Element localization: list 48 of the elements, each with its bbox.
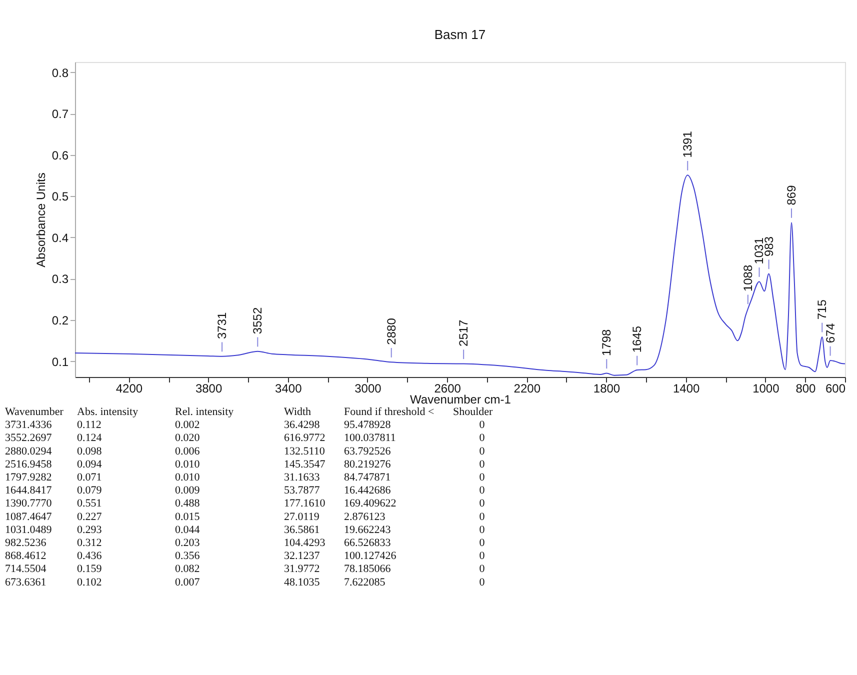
- y-tick-label: 0.8: [52, 66, 69, 80]
- text: 714.5504 0.159 0.082 31.9772 78.185066 0: [5, 563, 485, 576]
- annotation: 869: [784, 184, 798, 206]
- text: 1087.4647 0.227 0.015 27.0119 2.876123 0: [5, 510, 485, 523]
- text: 673.6361 0.102 0.007 48.1035 7.622085 0: [5, 576, 485, 588]
- text: 1390.7770 0.551 0.488 177.1610 169.409622 0: [5, 498, 485, 510]
- text: 868.4612 0.436 0.356 32.1237 100.127426 0: [5, 550, 485, 562]
- x-tick-label: 800: [796, 382, 816, 396]
- x-tick-label: 600: [825, 382, 846, 396]
- x-tick-label: 4200: [116, 382, 143, 396]
- text: 1797.9282 0.071 0.010 31.1633 84.747871 0: [5, 472, 485, 484]
- y-tick-label: 0.3: [52, 272, 69, 286]
- text: 2516.9458 0.094 0.010 145.3547 80.219276 0: [5, 458, 485, 470]
- x-tick-label: 2600: [434, 382, 462, 396]
- annotation: 1798: [600, 328, 614, 356]
- text: 1644.8417 0.079 0.009 53.7877 16.442686 0: [5, 484, 485, 497]
- y-tick-label: 0.1: [52, 354, 69, 369]
- x-tick-label: 3800: [195, 382, 222, 396]
- annotation: 1645: [630, 326, 644, 353]
- text: 3731.4336 0.112 0.002 36.4298 95.478928 0: [5, 419, 485, 432]
- x-tick-label: 1000: [752, 382, 780, 396]
- y-tick-label: 0.6: [52, 148, 69, 162]
- text: 2880.0294 0.098 0.006 132.5110 63.792526 0: [5, 445, 485, 458]
- annotation: 3731: [215, 312, 230, 340]
- annotation: 715: [815, 299, 830, 320]
- y-tick-label: 0.4: [52, 230, 69, 245]
- x-tick-label: 1800: [593, 382, 620, 396]
- y-axis-title: Absorbance Units: [34, 172, 48, 268]
- x-tick-label: 3000: [354, 382, 382, 396]
- annotation: 1088: [740, 264, 755, 292]
- annotation: 2517: [456, 319, 471, 346]
- chart-title: Basm 17: [434, 27, 486, 42]
- x-tick-label: 3400: [275, 382, 302, 396]
- text: Wavenumber Abs. intensity Rel. intensity Width Found if threshold < Shoulder: [5, 406, 493, 418]
- annotation: 983: [762, 236, 776, 256]
- annotation: 3552: [250, 307, 265, 334]
- text: 982.5236 0.312 0.203 104.4293 66.526833 0: [5, 537, 485, 549]
- x-tick-label: 1400: [672, 382, 700, 396]
- y-tick-label: 0.5: [52, 190, 69, 204]
- annotation: 1391: [680, 130, 695, 158]
- x-tick-label: 2200: [514, 382, 541, 396]
- annotation: 674: [823, 322, 838, 344]
- text: 1031.0489 0.293 0.044 36.5861 19.662243 0: [5, 524, 485, 536]
- y-tick-label: 0.7: [52, 107, 69, 122]
- text: 3552.2697 0.124 0.020 616.9772 100.037811 0: [5, 432, 485, 444]
- y-tick-label: 0.2: [52, 314, 69, 328]
- annotation: 2880: [384, 318, 398, 345]
- x-axis-title: Wavenumber cm-1: [410, 392, 512, 406]
